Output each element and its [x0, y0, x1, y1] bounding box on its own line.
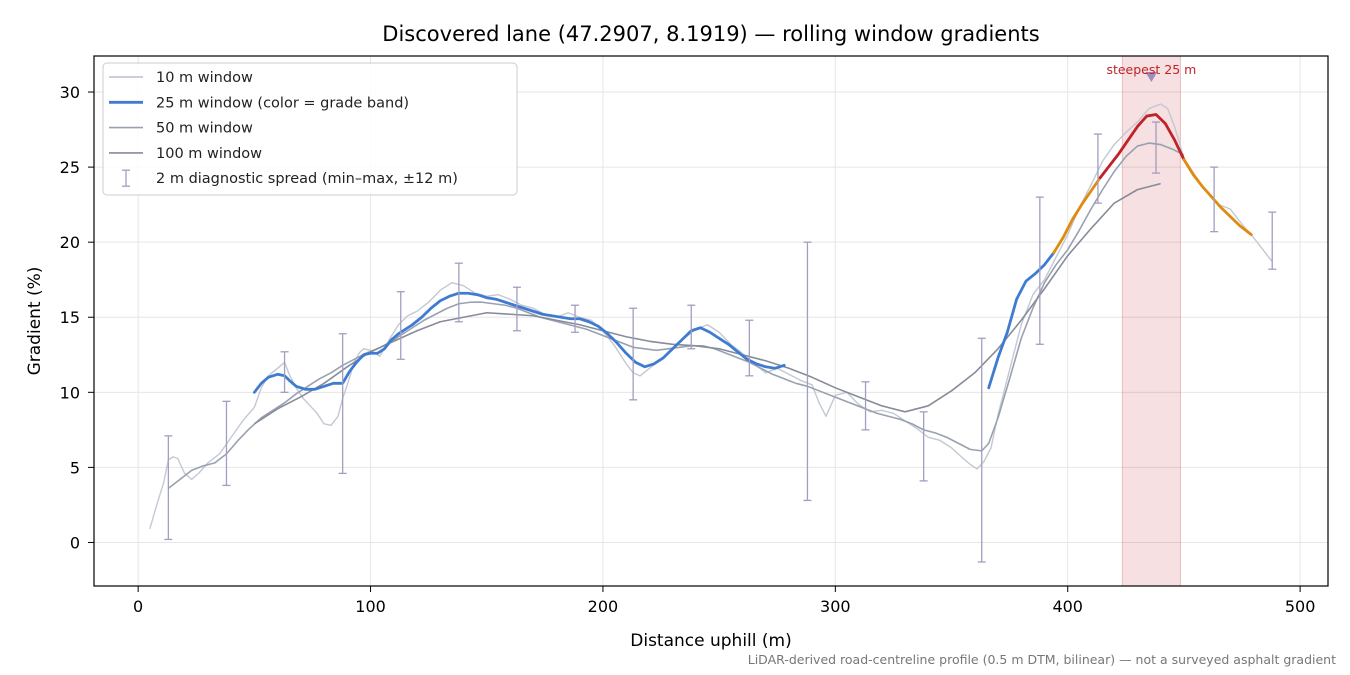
legend-label: 50 m window [156, 121, 253, 137]
steepest-label: steepest 25 m [1106, 62, 1196, 77]
steepest-marker [1145, 72, 1158, 83]
x-tick-label: 100 [355, 597, 386, 616]
x-axis-label: Distance uphill (m) [630, 631, 791, 651]
steepest-band [1121, 55, 1181, 587]
legend: 10 m window 25 m window (color = grade ba… [102, 62, 518, 196]
legend-label: 10 m window [156, 70, 253, 86]
y-tick-label: 25 [60, 158, 80, 177]
axis-ticks: 0 100 200 300 400 500 0 5 10 15 20 25 30 [60, 83, 1316, 616]
x-tick-label: 0 [133, 597, 143, 616]
series-lines [149, 103, 1273, 530]
x-tick-label: 300 [820, 597, 851, 616]
y-tick-label: 5 [70, 458, 80, 477]
y-axis-label: Gradient (%) [25, 267, 45, 376]
y-tick-label: 0 [70, 533, 80, 552]
series-50m-line [167, 142, 1185, 490]
diagnostic-spread [164, 121, 1277, 563]
series-25m-segment [987, 251, 1056, 390]
x-tick-label: 500 [1285, 597, 1316, 616]
legend-label: 100 m window [156, 146, 262, 162]
y-tick-label: 30 [60, 83, 80, 102]
y-tick-label: 20 [60, 233, 80, 252]
plot-frame [93, 55, 1329, 587]
legend-label: 2 m diagnostic spread (min–max, ±12 m) [156, 171, 458, 187]
series-25m-segment [1098, 113, 1186, 180]
series-25m-segment [1182, 158, 1253, 237]
x-tick-label: 400 [1052, 597, 1083, 616]
footnote: LiDAR-derived road-centreline profile (0… [748, 652, 1336, 667]
steepest-highlight: steepest 25 m [1106, 55, 1196, 587]
series-25m-segment [1052, 176, 1102, 255]
legend-label: 25 m window (color = grade band) [156, 95, 409, 111]
x-tick-label: 200 [588, 597, 619, 616]
y-tick-label: 15 [60, 308, 80, 327]
series-25m-segment [252, 291, 786, 394]
y-tick-label: 10 [60, 383, 80, 402]
series-100m-line [253, 182, 1161, 425]
chart-title: Discovered lane (47.2907, 8.1919) — roll… [382, 22, 1039, 46]
legend-box [102, 62, 518, 196]
